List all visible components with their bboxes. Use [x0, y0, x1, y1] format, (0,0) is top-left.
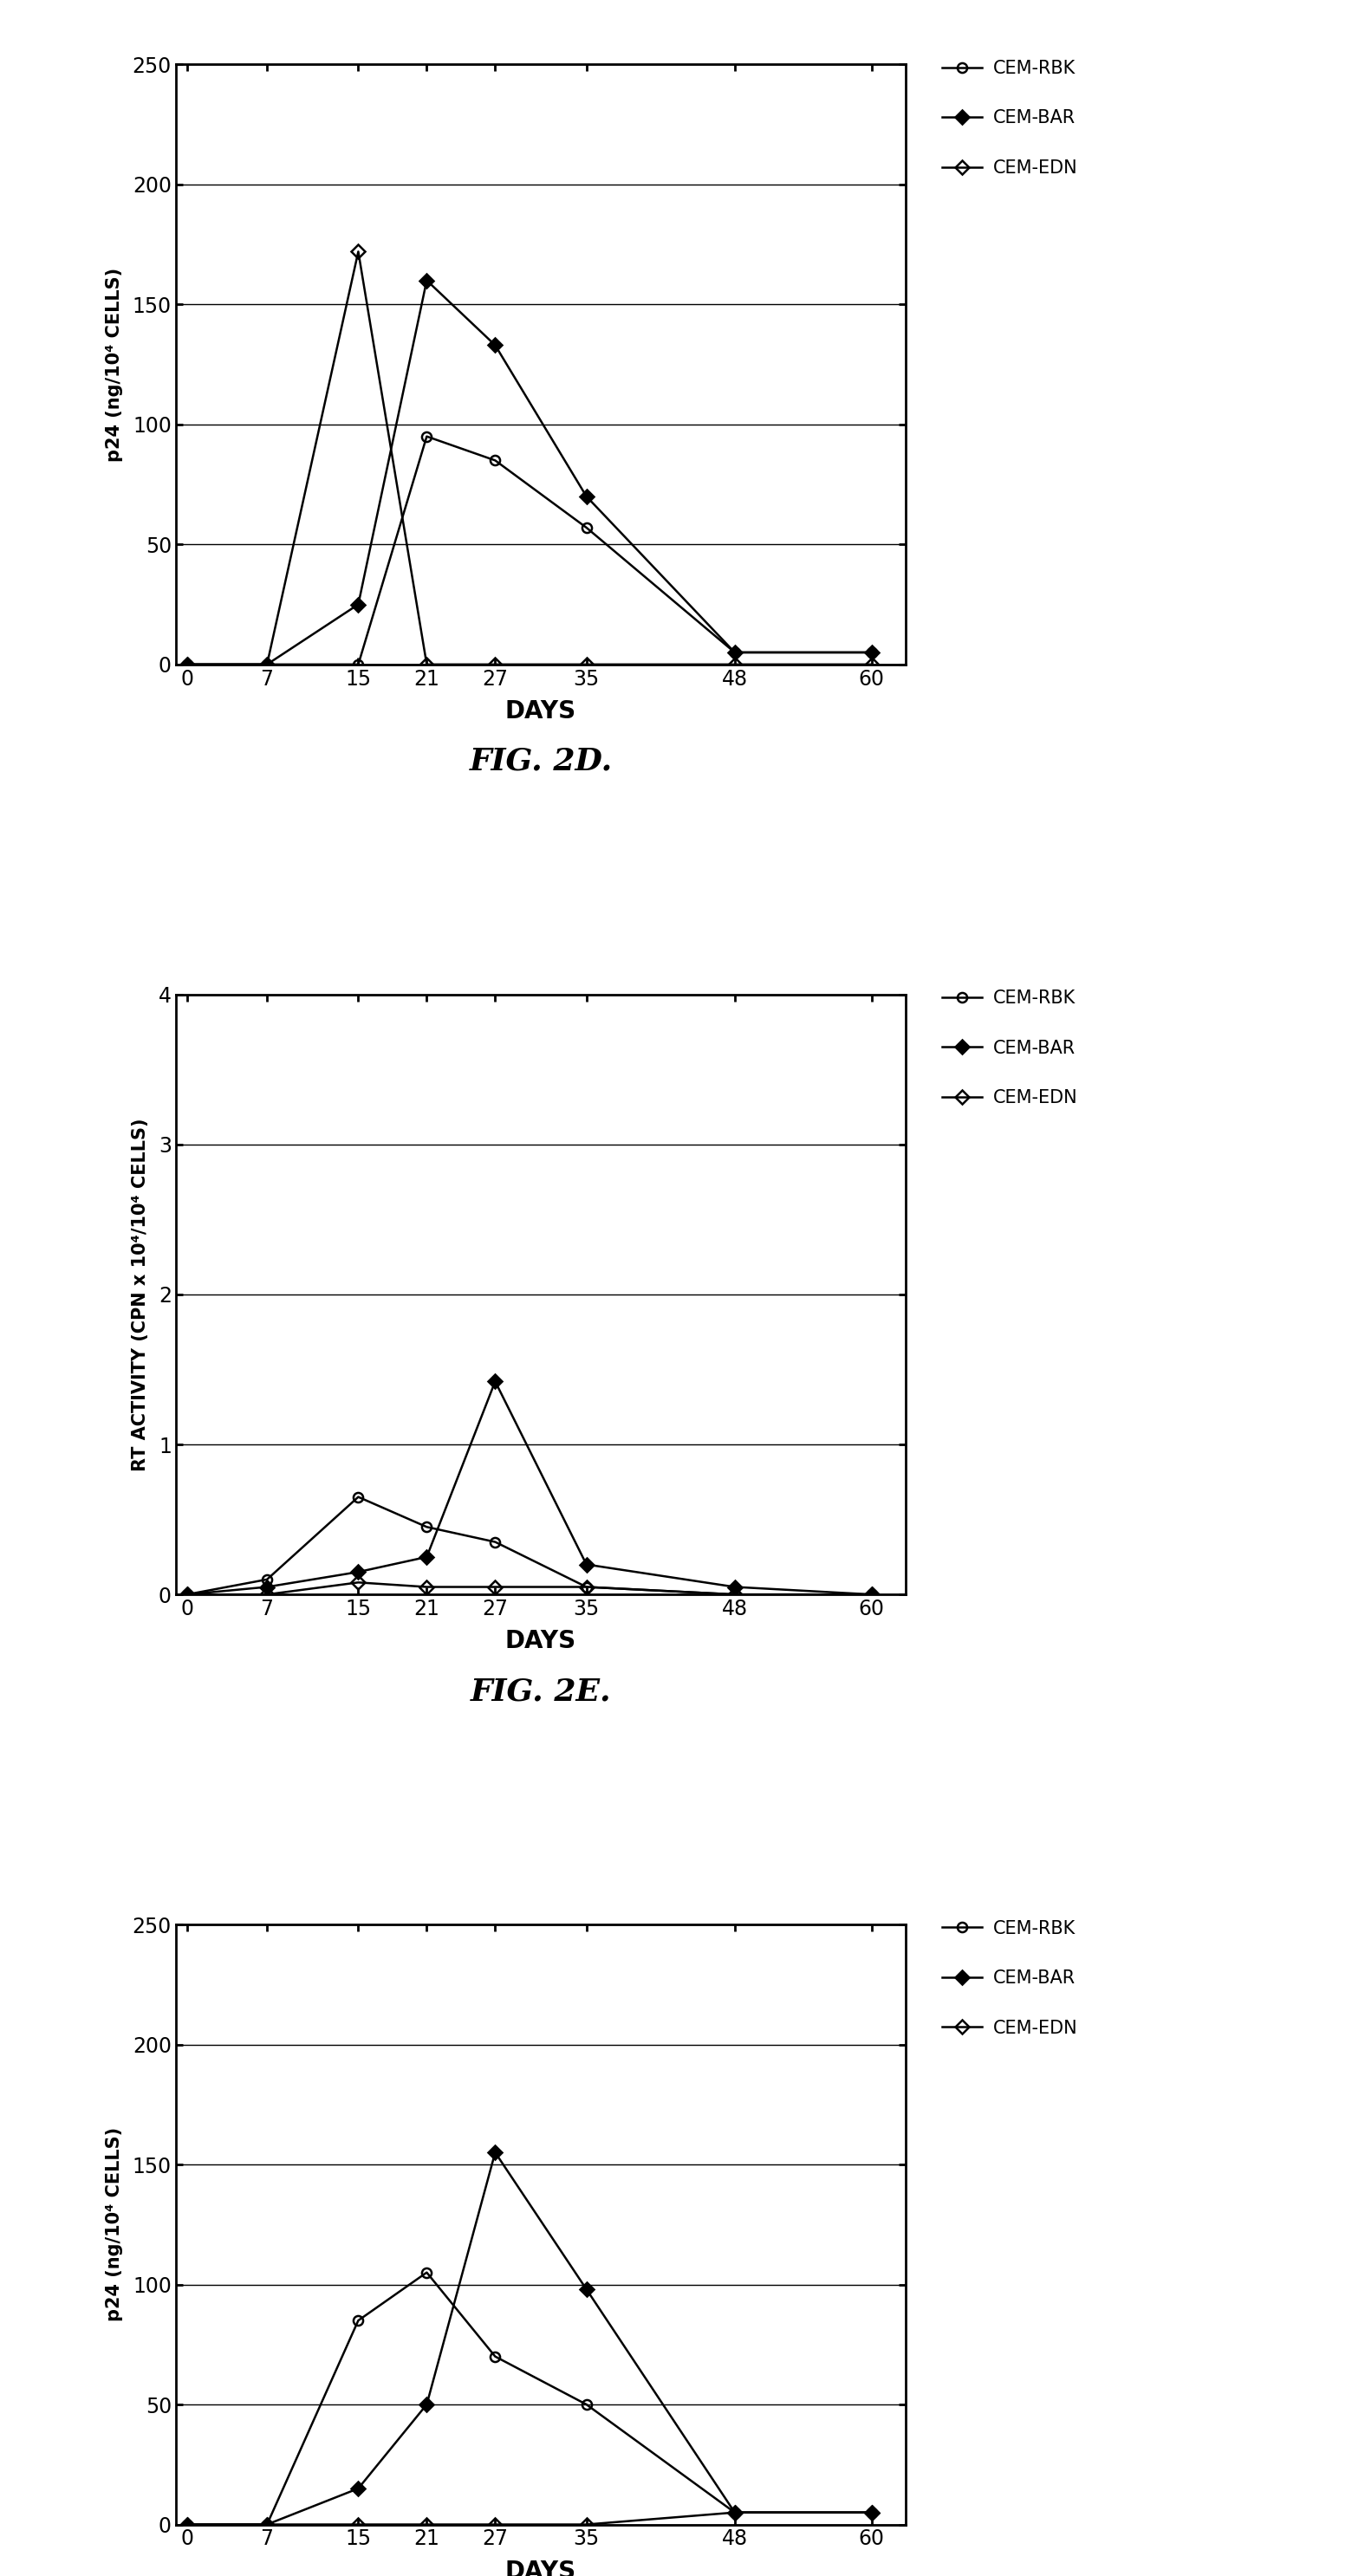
- CEM-EDN: [864, 1579, 880, 1610]
- CEM-BAR: [864, 636, 880, 667]
- CEM-RBK: [178, 1579, 195, 1610]
- CEM-BAR: [579, 482, 595, 513]
- Y-axis label: RT ACTIVITY (CPN x 10⁴/10⁴ CELLS): RT ACTIVITY (CPN x 10⁴/10⁴ CELLS): [131, 1118, 149, 1471]
- CEM-BAR: [350, 590, 366, 621]
- CEM-BAR: [260, 2509, 276, 2540]
- CEM-EDN: [579, 2509, 595, 2540]
- CEM-BAR: [419, 1540, 435, 1571]
- Line: CEM-EDN: CEM-EDN: [183, 2506, 876, 2530]
- CEM-EDN: [350, 2509, 366, 2540]
- CEM-EDN: [579, 1571, 595, 1602]
- CEM-BAR: [487, 1365, 503, 1396]
- CEM-BAR: [579, 1548, 595, 1579]
- CEM-EDN: [419, 2509, 435, 2540]
- CEM-RBK: [178, 649, 195, 680]
- CEM-RBK: [487, 446, 503, 477]
- CEM-BAR: [864, 2496, 880, 2527]
- CEM-EDN: [260, 2509, 276, 2540]
- CEM-EDN: [350, 237, 366, 268]
- CEM-EDN: [726, 1579, 742, 1610]
- Legend: CEM-RBK, CEM-BAR, CEM-EDN: CEM-RBK, CEM-BAR, CEM-EDN: [936, 1911, 1084, 2043]
- CEM-BAR: [260, 1571, 276, 1602]
- CEM-RBK: [419, 1512, 435, 1543]
- CEM-RBK: [350, 649, 366, 680]
- CEM-RBK: [260, 649, 276, 680]
- CEM-RBK: [260, 2509, 276, 2540]
- Line: CEM-BAR: CEM-BAR: [183, 276, 876, 670]
- Text: FIG. 2D.: FIG. 2D.: [469, 747, 612, 775]
- CEM-EDN: [350, 1566, 366, 1597]
- CEM-RBK: [178, 2509, 195, 2540]
- CEM-BAR: [178, 2509, 195, 2540]
- CEM-RBK: [864, 636, 880, 667]
- X-axis label: DAYS: DAYS: [506, 2558, 576, 2576]
- Legend: CEM-RBK, CEM-BAR, CEM-EDN: CEM-RBK, CEM-BAR, CEM-EDN: [936, 52, 1084, 183]
- CEM-RBK: [350, 1481, 366, 1512]
- CEM-BAR: [419, 265, 435, 296]
- CEM-BAR: [350, 1556, 366, 1587]
- CEM-RBK: [579, 2388, 595, 2419]
- CEM-EDN: [726, 2496, 742, 2527]
- Line: CEM-RBK: CEM-RBK: [183, 433, 876, 670]
- CEM-EDN: [178, 1579, 195, 1610]
- CEM-BAR: [864, 1579, 880, 1610]
- Line: CEM-EDN: CEM-EDN: [183, 1577, 876, 1600]
- CEM-BAR: [260, 649, 276, 680]
- CEM-BAR: [579, 2275, 595, 2306]
- Line: CEM-BAR: CEM-BAR: [183, 1376, 876, 1600]
- CEM-BAR: [419, 2388, 435, 2419]
- CEM-RBK: [726, 1579, 742, 1610]
- CEM-EDN: [864, 649, 880, 680]
- CEM-EDN: [419, 1571, 435, 1602]
- CEM-BAR: [487, 330, 503, 361]
- CEM-RBK: [726, 2496, 742, 2527]
- CEM-RBK: [350, 2306, 366, 2336]
- CEM-BAR: [350, 2473, 366, 2504]
- CEM-EDN: [487, 2509, 503, 2540]
- CEM-EDN: [260, 1579, 276, 1610]
- Line: CEM-RBK: CEM-RBK: [183, 2267, 876, 2530]
- CEM-BAR: [726, 1571, 742, 1602]
- CEM-RBK: [864, 2496, 880, 2527]
- Text: FIG. 2E.: FIG. 2E.: [470, 1677, 611, 1705]
- Line: CEM-BAR: CEM-BAR: [183, 2148, 876, 2530]
- CEM-BAR: [726, 636, 742, 667]
- CEM-EDN: [178, 2509, 195, 2540]
- CEM-BAR: [178, 649, 195, 680]
- CEM-RBK: [487, 1528, 503, 1558]
- Line: CEM-EDN: CEM-EDN: [183, 247, 876, 670]
- CEM-RBK: [419, 2257, 435, 2287]
- CEM-EDN: [579, 649, 595, 680]
- CEM-RBK: [260, 1564, 276, 1595]
- CEM-EDN: [419, 649, 435, 680]
- CEM-EDN: [726, 649, 742, 680]
- Line: CEM-RBK: CEM-RBK: [183, 1492, 876, 1600]
- CEM-EDN: [260, 649, 276, 680]
- CEM-EDN: [487, 1571, 503, 1602]
- CEM-EDN: [864, 2496, 880, 2527]
- Y-axis label: p24 (ng/10⁴ CELLS): p24 (ng/10⁴ CELLS): [105, 268, 123, 461]
- CEM-BAR: [487, 2138, 503, 2169]
- X-axis label: DAYS: DAYS: [506, 698, 576, 724]
- CEM-RBK: [579, 1571, 595, 1602]
- Y-axis label: p24 (ng/10⁴ CELLS): p24 (ng/10⁴ CELLS): [105, 2128, 123, 2321]
- CEM-RBK: [864, 1579, 880, 1610]
- X-axis label: DAYS: DAYS: [506, 1628, 576, 1654]
- CEM-EDN: [487, 649, 503, 680]
- CEM-RBK: [419, 420, 435, 451]
- CEM-BAR: [178, 1579, 195, 1610]
- Legend: CEM-RBK, CEM-BAR, CEM-EDN: CEM-RBK, CEM-BAR, CEM-EDN: [936, 981, 1084, 1113]
- CEM-EDN: [178, 649, 195, 680]
- CEM-RBK: [726, 636, 742, 667]
- CEM-RBK: [487, 2342, 503, 2372]
- CEM-BAR: [726, 2496, 742, 2527]
- CEM-RBK: [579, 513, 595, 544]
